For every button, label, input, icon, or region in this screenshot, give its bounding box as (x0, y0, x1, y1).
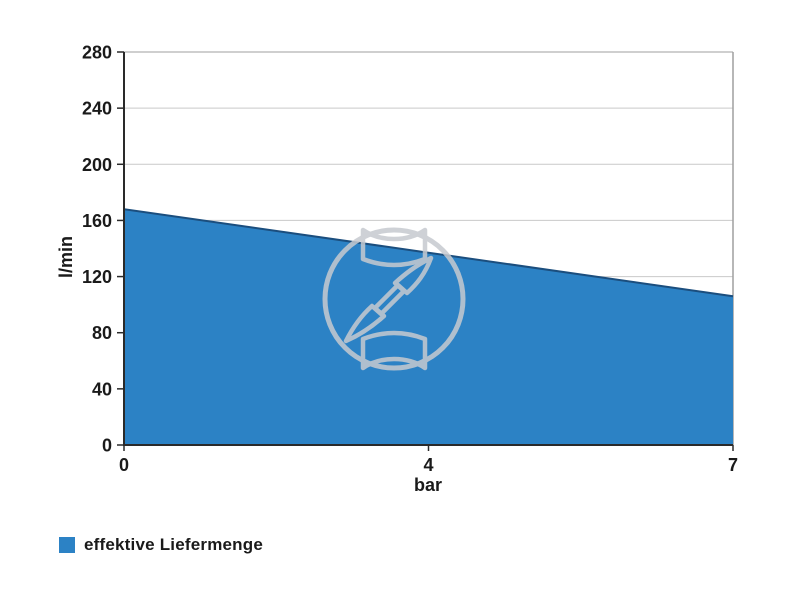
y-tick-label-80: 80 (92, 323, 112, 343)
y-tick-label-200: 200 (82, 155, 112, 175)
y-tick-label-40: 40 (92, 379, 112, 399)
watermark-circle (322, 227, 466, 371)
watermark-bottom-bracket (360, 330, 428, 371)
x-tick-label-4: 4 (423, 455, 433, 475)
area-series-top-line (123, 208, 734, 298)
legend-item-label: effektive Liefermenge (84, 535, 263, 554)
plot-area: 0 40 80 120 160 200 240 280 0 4 7 (82, 43, 738, 476)
watermark-top-bracket (360, 227, 428, 268)
chart-legend: effektive Liefermenge (59, 535, 263, 555)
watermark-logo-icon (322, 227, 466, 371)
watermark-diagonal-beam (343, 255, 434, 344)
y-tick-label-280: 280 (82, 43, 112, 63)
area-series (124, 209, 733, 445)
x-tick-label-7: 7 (728, 455, 738, 475)
y-tick-label-0: 0 (102, 436, 112, 456)
y-axis-title: l/min (56, 236, 76, 278)
y-tick-label-160: 160 (82, 211, 112, 231)
x-tick-label-0: 0 (119, 455, 129, 475)
x-axis-title: bar (414, 475, 442, 495)
y-tick-label-120: 120 (82, 267, 112, 287)
y-tick-label-240: 240 (82, 99, 112, 119)
legend-swatch (59, 537, 75, 553)
